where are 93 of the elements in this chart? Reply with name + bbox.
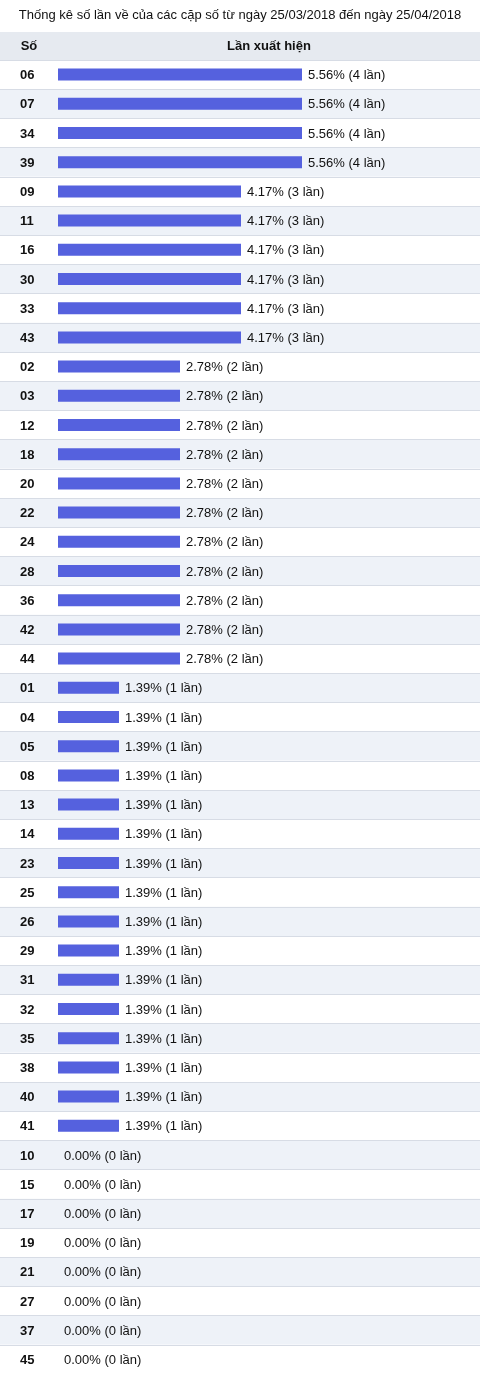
data-label: 2.78% (2 lần) — [186, 534, 264, 550]
y-tick-label: 17 — [20, 1205, 35, 1221]
data-label: 5.56% (4 lần) — [308, 125, 386, 141]
y-tick-label: 32 — [20, 1001, 35, 1017]
y-tick-label: 34 — [20, 125, 36, 141]
data-label: 2.78% (2 lần) — [186, 592, 264, 608]
data-label: 0.00% (0 lần) — [64, 1147, 142, 1163]
y-tick-label: 10 — [20, 1147, 35, 1163]
data-label: 0.00% (0 lần) — [64, 1293, 142, 1309]
y-tick-label: 19 — [20, 1235, 35, 1251]
y-tick-label: 42 — [20, 621, 35, 637]
data-label: 2.78% (2 lần) — [186, 563, 264, 579]
data-label: 4.17% (3 lần) — [247, 271, 325, 287]
y-tick-label: 05 — [20, 738, 35, 754]
data-label: 5.56% (4 lần) — [308, 67, 386, 83]
data-label: 4.17% (3 lần) — [247, 242, 325, 258]
y-tick-label: 40 — [20, 1089, 35, 1105]
y-tick-label: 04 — [20, 709, 36, 725]
y-tick-label: 30 — [20, 271, 35, 287]
data-label: 1.39% (1 lần) — [125, 738, 203, 754]
y-tick-label: 13 — [20, 797, 35, 813]
y-tick-label: 27 — [20, 1293, 35, 1309]
data-label: 1.39% (1 lần) — [125, 767, 203, 783]
y-tick-label: 14 — [20, 826, 36, 842]
y-tick-label: 37 — [20, 1322, 35, 1338]
data-label: 2.78% (2 lần) — [186, 621, 264, 637]
y-tick-label: 43 — [20, 329, 35, 345]
data-label: 0.00% (0 lần) — [64, 1322, 142, 1338]
y-tick-label: 09 — [20, 183, 35, 199]
y-tick-label: 29 — [20, 943, 35, 959]
y-tick-label: 07 — [20, 96, 35, 112]
data-label: 1.39% (1 lần) — [125, 1059, 203, 1075]
data-label: 1.39% (1 lần) — [125, 1001, 203, 1017]
data-label: 4.17% (3 lần) — [247, 183, 325, 199]
y-tick-label: 21 — [20, 1264, 35, 1280]
y-tick-label: 15 — [20, 1176, 35, 1192]
y-tick-label: 25 — [20, 884, 35, 900]
data-label: 2.78% (2 lần) — [186, 388, 264, 404]
data-label: 1.39% (1 lần) — [125, 913, 203, 929]
y-tick-label: 22 — [20, 505, 35, 521]
data-label: 5.56% (4 lần) — [308, 154, 386, 170]
data-label: 1.39% (1 lần) — [125, 855, 203, 871]
y-tick-label: 08 — [20, 767, 35, 783]
data-label: 2.78% (2 lần) — [186, 651, 264, 667]
y-tick-label: 06 — [20, 67, 35, 83]
data-label: 5.56% (4 lần) — [308, 96, 386, 112]
data-label: 1.39% (1 lần) — [125, 1030, 203, 1046]
y-tick-label: 18 — [20, 446, 35, 462]
data-label: 1.39% (1 lần) — [125, 797, 203, 813]
data-label: 0.00% (0 lần) — [64, 1205, 142, 1221]
data-label: 1.39% (1 lần) — [125, 972, 203, 988]
y-tick-label: 35 — [20, 1030, 35, 1046]
data-label: 0.00% (0 lần) — [64, 1264, 142, 1280]
y-tick-label: 16 — [20, 242, 35, 258]
y-tick-label: 01 — [20, 680, 35, 696]
chart-title: Thống kê số lần về của các cặp số từ ngày 25/03/2018 đến ngày 25/04/2018 — [17, 6, 463, 24]
data-label: 2.78% (2 lần) — [186, 446, 264, 462]
y-tick-label: 20 — [20, 475, 35, 491]
y-tick-label: 41 — [20, 1118, 35, 1134]
y-tick-label: 11 — [20, 213, 34, 229]
data-label: 0.00% (0 lần) — [64, 1176, 142, 1192]
data-label: 1.39% (1 lần) — [125, 1089, 203, 1105]
y-tick-label: 03 — [20, 388, 35, 404]
y-tick-label: 44 — [20, 651, 36, 667]
data-label: 0.00% (0 lần) — [64, 1235, 142, 1251]
data-label: 1.39% (1 lần) — [125, 884, 203, 900]
data-label: 0.00% (0 lần) — [64, 1351, 142, 1367]
y-tick-label: 12 — [20, 417, 35, 433]
y-tick-label: 33 — [20, 300, 35, 316]
y-tick-label: 23 — [20, 855, 35, 871]
y-tick-label: 26 — [20, 913, 35, 929]
y-tick-label: 45 — [20, 1351, 35, 1367]
y-tick-label: 36 — [20, 592, 35, 608]
data-label: 2.78% (2 lần) — [186, 359, 264, 375]
data-label: 4.17% (3 lần) — [247, 329, 325, 345]
y-tick-label: 28 — [20, 563, 35, 579]
data-label: 2.78% (2 lần) — [186, 475, 264, 491]
y-tick-label: 31 — [20, 972, 35, 988]
data-label: 1.39% (1 lần) — [125, 1118, 203, 1134]
data-label: 4.17% (3 lần) — [247, 213, 325, 229]
data-label: 1.39% (1 lần) — [125, 709, 203, 725]
y-tick-label: 38 — [20, 1059, 35, 1075]
y-tick-label: 39 — [20, 154, 35, 170]
data-label: 1.39% (1 lần) — [125, 826, 203, 842]
y-axis-title: Số — [19, 37, 39, 55]
x-axis-title: Lần xuất hiện — [226, 37, 312, 55]
y-tick-label: 02 — [20, 359, 35, 375]
data-label: 1.39% (1 lần) — [125, 943, 203, 959]
data-label: 2.78% (2 lần) — [186, 417, 264, 433]
y-tick-label: 24 — [20, 534, 36, 550]
data-label: 1.39% (1 lần) — [125, 680, 203, 696]
data-label: 4.17% (3 lần) — [247, 300, 325, 316]
data-label: 2.78% (2 lần) — [186, 505, 264, 521]
